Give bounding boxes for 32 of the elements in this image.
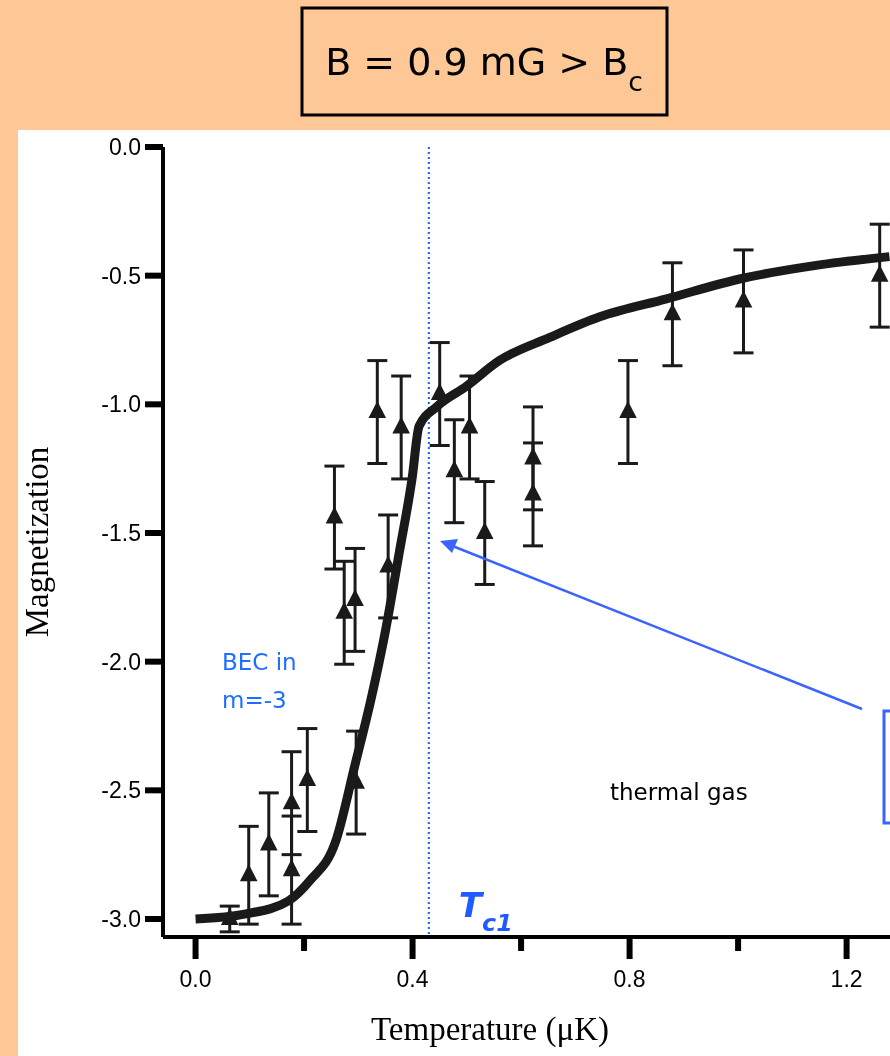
point [524, 483, 542, 501]
y-tick-label: 0.0 [109, 134, 141, 160]
point [239, 864, 258, 882]
y-tick-label: -1.5 [101, 519, 141, 546]
point [282, 792, 301, 810]
point [368, 401, 387, 419]
x-axis-title: Temperature (μK) [370, 1011, 610, 1048]
point [259, 833, 278, 851]
point [298, 769, 317, 787]
point [325, 506, 344, 524]
point [619, 401, 637, 419]
y-tick-label: -3.0 [101, 905, 141, 932]
point [335, 601, 354, 619]
point [870, 264, 889, 282]
x-tick-label: 0.4 [396, 966, 429, 992]
x-tick-label: 0.0 [179, 966, 212, 992]
chart-title: B = 0.9 mG > B$_{c}$ [325, 40, 643, 97]
annotation: thermal gas [610, 779, 748, 805]
x-tick-label: 1.2 [830, 966, 863, 992]
y-axis-title: Magnetization [19, 446, 55, 638]
y-tick-label: -0.5 [101, 262, 141, 289]
y-tick-label: -1.0 [101, 391, 141, 418]
annotation: BEC in m=-3 [222, 649, 297, 713]
y-tick-label: -2.0 [101, 648, 141, 675]
point [445, 460, 464, 478]
ref-line-label: T$_{c1}$ [458, 885, 513, 937]
point [392, 416, 410, 434]
point [282, 859, 301, 877]
point [663, 303, 682, 321]
point [475, 521, 494, 540]
y-tick-label: -2.5 [101, 777, 141, 804]
x-tick-label: 0.8 [613, 966, 646, 992]
